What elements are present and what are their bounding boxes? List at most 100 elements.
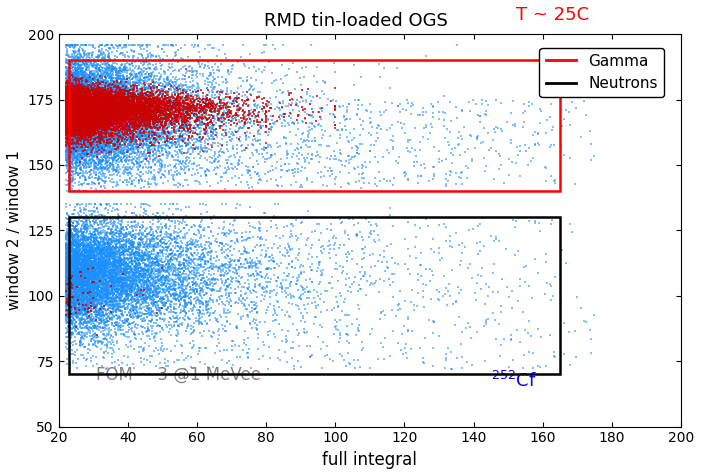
Point [304, 159, 315, 167]
Point [130, 117, 142, 125]
Point [82, 322, 93, 330]
Point [95, 91, 106, 99]
Point [173, 258, 184, 266]
Point [65, 109, 76, 117]
Point [70, 218, 81, 225]
Point [351, 315, 362, 323]
Point [99, 109, 110, 116]
Point [77, 76, 88, 83]
Point [209, 157, 220, 165]
Point [221, 79, 232, 87]
Point [66, 97, 77, 104]
Point [71, 122, 82, 130]
Point [111, 90, 122, 98]
Point [153, 97, 164, 105]
Point [540, 163, 551, 171]
Point [64, 96, 75, 104]
Point [107, 99, 118, 106]
Point [96, 258, 107, 266]
Point [69, 112, 81, 119]
Point [111, 120, 122, 128]
Point [123, 123, 135, 131]
Point [64, 87, 76, 95]
Point [139, 120, 151, 128]
Point [248, 110, 259, 118]
Point [68, 109, 79, 117]
Point [65, 86, 76, 93]
Point [76, 89, 88, 97]
Point [94, 100, 105, 108]
Point [89, 100, 100, 108]
Point [129, 292, 140, 300]
Point [60, 103, 72, 111]
Point [230, 229, 241, 237]
Point [170, 140, 182, 148]
Point [87, 285, 98, 292]
Point [74, 295, 86, 303]
Point [66, 265, 77, 273]
Point [69, 231, 80, 239]
Point [118, 283, 130, 291]
Point [82, 97, 93, 105]
Point [78, 321, 89, 328]
Point [97, 261, 109, 268]
Point [285, 278, 297, 286]
Point [123, 90, 135, 98]
Point [86, 123, 97, 131]
Point [216, 292, 227, 300]
Point [441, 284, 452, 292]
Point [100, 99, 111, 107]
Point [205, 240, 217, 248]
Point [128, 278, 139, 286]
Point [105, 74, 116, 82]
Point [62, 302, 74, 310]
Point [203, 281, 214, 289]
Point [102, 88, 113, 96]
Point [288, 172, 299, 180]
Point [100, 111, 111, 119]
Point [180, 108, 191, 115]
Point [64, 325, 76, 333]
Point [70, 76, 81, 84]
Point [129, 137, 140, 145]
Point [71, 133, 82, 140]
Point [98, 79, 109, 87]
Point [142, 109, 154, 117]
Point [65, 94, 76, 101]
Point [104, 130, 115, 138]
Point [298, 105, 309, 112]
Point [236, 287, 247, 295]
Point [140, 295, 151, 302]
Point [188, 159, 199, 167]
Point [354, 327, 365, 335]
Point [104, 44, 115, 52]
Point [104, 99, 115, 106]
Point [86, 90, 97, 98]
Point [85, 288, 96, 295]
Point [68, 109, 79, 117]
Point [62, 106, 73, 114]
Point [84, 101, 95, 109]
Point [104, 109, 115, 116]
Point [69, 110, 81, 118]
Point [161, 149, 172, 157]
Point [65, 119, 76, 127]
Point [101, 101, 112, 109]
Point [64, 83, 76, 90]
Point [159, 216, 170, 223]
Point [239, 118, 250, 126]
Point [65, 127, 76, 134]
Point [80, 116, 91, 123]
Point [191, 100, 203, 108]
Point [79, 93, 90, 100]
Point [93, 113, 104, 120]
Point [71, 113, 82, 121]
Point [86, 271, 97, 278]
Point [143, 116, 154, 123]
Point [60, 89, 72, 96]
Point [109, 111, 121, 119]
Point [149, 334, 160, 341]
Point [113, 268, 124, 276]
Point [93, 104, 104, 112]
Point [62, 107, 74, 114]
